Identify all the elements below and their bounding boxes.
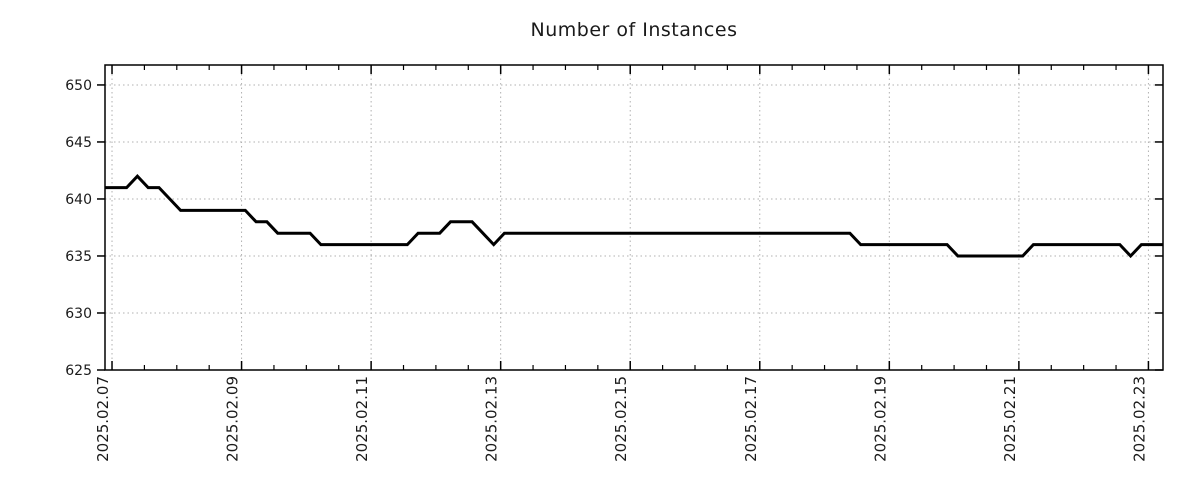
y-tick-label: 645: [65, 135, 92, 151]
y-tick-label: 650: [65, 78, 92, 94]
y-tick-label: 640: [65, 192, 92, 208]
x-tick-label: 2025.02.15: [612, 376, 630, 462]
x-tick-label: 2025.02.17: [742, 376, 760, 462]
y-tick-label: 635: [65, 249, 92, 265]
instances-series-line: [105, 174, 1163, 259]
x-tick-label: 2025.02.09: [224, 376, 242, 462]
x-tick-label: 2025.02.13: [483, 376, 501, 462]
plot-border: [104, 64, 1164, 371]
chart-title: Number of Instances: [530, 19, 738, 41]
x-tick-label: 2025.02.19: [871, 376, 889, 462]
x-tick-label: 2025.02.11: [353, 376, 371, 462]
x-tick-label: 2025.02.21: [1001, 376, 1019, 462]
x-tick-label: 2025.02.07: [94, 376, 112, 462]
x-tick-label: 2025.02.23: [1130, 376, 1148, 462]
y-tick-label: 625: [65, 363, 92, 379]
y-tick-label: 630: [65, 306, 92, 322]
